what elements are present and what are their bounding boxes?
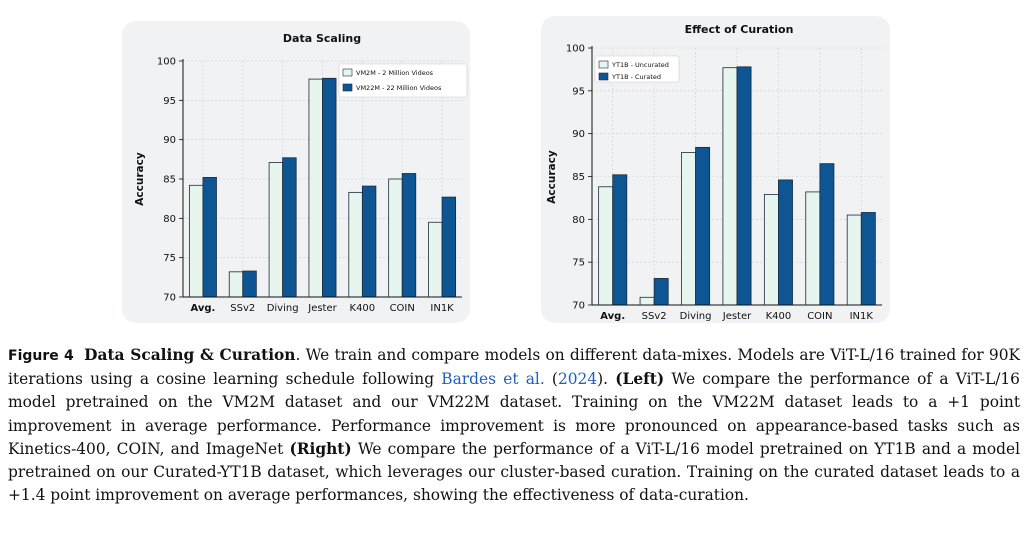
caption-left-label: (Left) [615,370,665,389]
y-axis-label: Accuracy [546,150,558,204]
x-tick-label: COIN [807,311,832,322]
x-tick-label: COIN [390,303,415,314]
y-tick-label: 95 [163,96,176,107]
y-tick-label: 80 [163,214,176,225]
chart-title: Data Scaling [283,32,361,45]
bar-yt1b-coin [819,163,835,306]
x-tick-label: Jester [722,311,752,322]
bar-yt1b-avg [612,174,628,306]
y-tick-label: 70 [163,293,176,304]
citation-year-link[interactable]: 2024 [557,370,598,389]
legend-box [594,55,680,83]
y-tick-label: 85 [163,175,176,186]
bar-yt1b-in1k [860,212,876,306]
bar-yt1b-diving [695,146,711,306]
x-tick-label: Diving [680,311,712,322]
figure-caption: Figure 4 Data Scaling & Curation. We tra… [8,346,1020,505]
legend-label: YT1B - Uncurated [611,61,669,69]
y-tick-label: 85 [572,172,585,183]
legend-swatch [598,72,609,81]
x-tick-label: SSv2 [642,311,667,322]
x-tick-label: Jester [307,303,337,314]
bar-yt1b-k400 [778,179,793,306]
legend-swatch [598,60,609,69]
legend-label: VM2M - 2 Million Videos [356,69,434,77]
x-tick-label: IN1K [430,303,454,314]
effect-of-curation-chart: Effect of Curation Accuracy 70 75 80 85 90 95 10… [546,23,882,322]
legend-swatch [342,83,353,92]
y-axis-label: Accuracy [134,152,146,206]
y-tick-label: 95 [572,86,585,97]
x-tick-label: Diving [267,303,299,314]
x-tick-label: Avg. [600,311,625,322]
x-tick-label: SSv2 [230,303,255,314]
caption-title: Data Scaling & Curation [84,346,296,364]
y-tick-label: 80 [572,215,585,226]
y-tick-label: 75 [572,258,585,269]
legend-swatch [342,68,353,77]
y-tick-label: 100 [566,44,585,55]
data-scaling-chart: Data Scaling Accuracy 70 75 80 85 90 95 100 Avg. S… [134,32,468,314]
y-tick-label: 100 [157,57,176,68]
caption-text-right: We compare the performance of a ViT-L/16… [8,439,1020,505]
bar-yt1b-coin [805,191,821,306]
caption-text-intro: . We train and compare models on differe… [8,346,1020,389]
bar-yt1b-k400 [763,194,779,306]
legend-label: YT1B - Curated [611,73,661,81]
x-tick-label: K400 [766,311,792,322]
legend-box [338,63,468,98]
legend-label: VM22M - 22 Million Videos [356,84,442,92]
bar-yt1b-avg [598,186,614,306]
bar-yt1b-jester [736,66,752,306]
citation-link[interactable]: Bardes et al. [441,370,545,389]
bar-yt1b-in1k [846,214,862,306]
y-tick-label: 70 [572,301,585,312]
chart-title: Effect of Curation [685,23,794,36]
y-tick-label: 75 [163,253,176,264]
x-tick-label: Avg. [190,303,215,314]
bar-yt1b-jester [722,67,738,306]
x-tick-label: IN1K [850,311,874,322]
bar-yt1b-ssv2 [653,278,669,306]
y-tick-label: 90 [163,135,176,146]
caption-text-left: We compare the performance of a ViT-L/16… [8,370,1020,458]
bar-yt1b-ssv2 [639,296,655,306]
x-tick-label: K400 [350,303,376,314]
caption-right-label: (Right) [289,439,352,458]
bar-yt1b-diving [681,152,696,306]
y-tick-label: 90 [572,129,585,140]
caption-figure-label: Figure 4 [8,348,74,364]
